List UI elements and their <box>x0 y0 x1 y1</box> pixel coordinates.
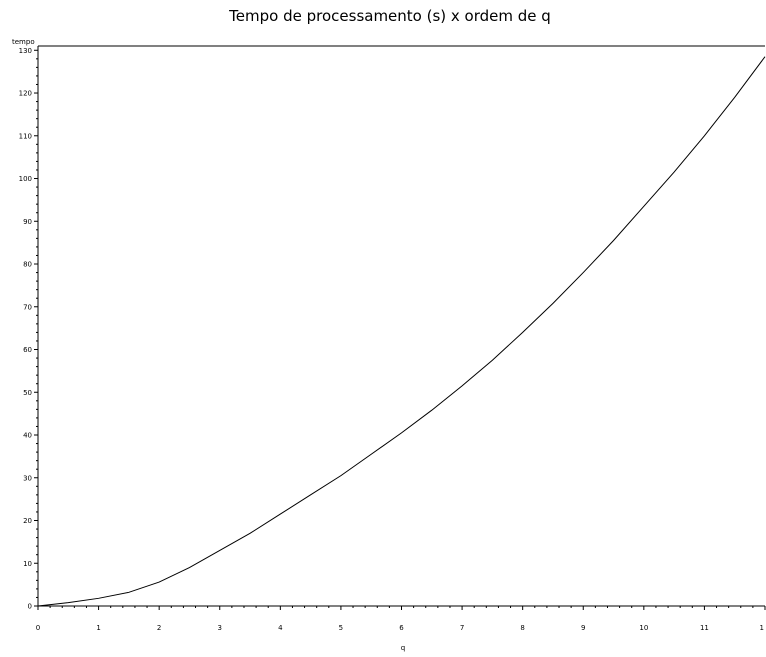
x-tick-label: 1 <box>760 624 764 632</box>
x-tick-label: 9 <box>581 624 585 632</box>
x-tick-label: 5 <box>339 624 343 632</box>
y-tick-label: 110 <box>19 132 32 140</box>
x-tick-label: 1 <box>96 624 100 632</box>
y-tick-label: 90 <box>23 218 32 226</box>
y-tick-label: 100 <box>19 175 32 183</box>
y-tick-label: 40 <box>23 432 32 440</box>
y-axis-ticks: 0 10 20 30 40 50 60 70 80 90 100 110 120 130 <box>19 47 38 611</box>
y-tick-label: 20 <box>23 517 32 525</box>
x-axis-ticks: 0 1 2 3 4 5 6 7 8 9 10 11 1 <box>36 606 766 632</box>
x-tick-label: 6 <box>399 624 404 632</box>
series-line <box>37 56 766 607</box>
x-tick-label: 8 <box>520 624 524 632</box>
y-tick-label: 70 <box>23 303 32 311</box>
x-tick-label: 11 <box>700 624 709 632</box>
x-tick-label: 2 <box>157 624 161 632</box>
x-tick-label: 7 <box>460 624 464 632</box>
y-tick-label: 30 <box>23 474 32 482</box>
y-tick-label: 10 <box>23 560 32 568</box>
x-axis-label: q <box>401 644 405 652</box>
y-tick-label: 0 <box>28 603 32 611</box>
x-tick-label: 0 <box>36 624 40 632</box>
x-tick-label: 3 <box>218 624 222 632</box>
y-tick-label: 130 <box>19 47 32 55</box>
y-tick-label: 60 <box>23 346 32 354</box>
y-tick-label: 120 <box>19 90 32 98</box>
x-tick-label: 4 <box>278 624 283 632</box>
y-tick-label: 80 <box>23 261 32 269</box>
y-axis-label: tempo <box>12 38 35 46</box>
axes-frame <box>37 45 765 607</box>
x-tick-label: 10 <box>639 624 648 632</box>
y-tick-label: 50 <box>23 389 32 397</box>
chart-title: Tempo de processamento (s) x ordem de q <box>228 7 551 25</box>
